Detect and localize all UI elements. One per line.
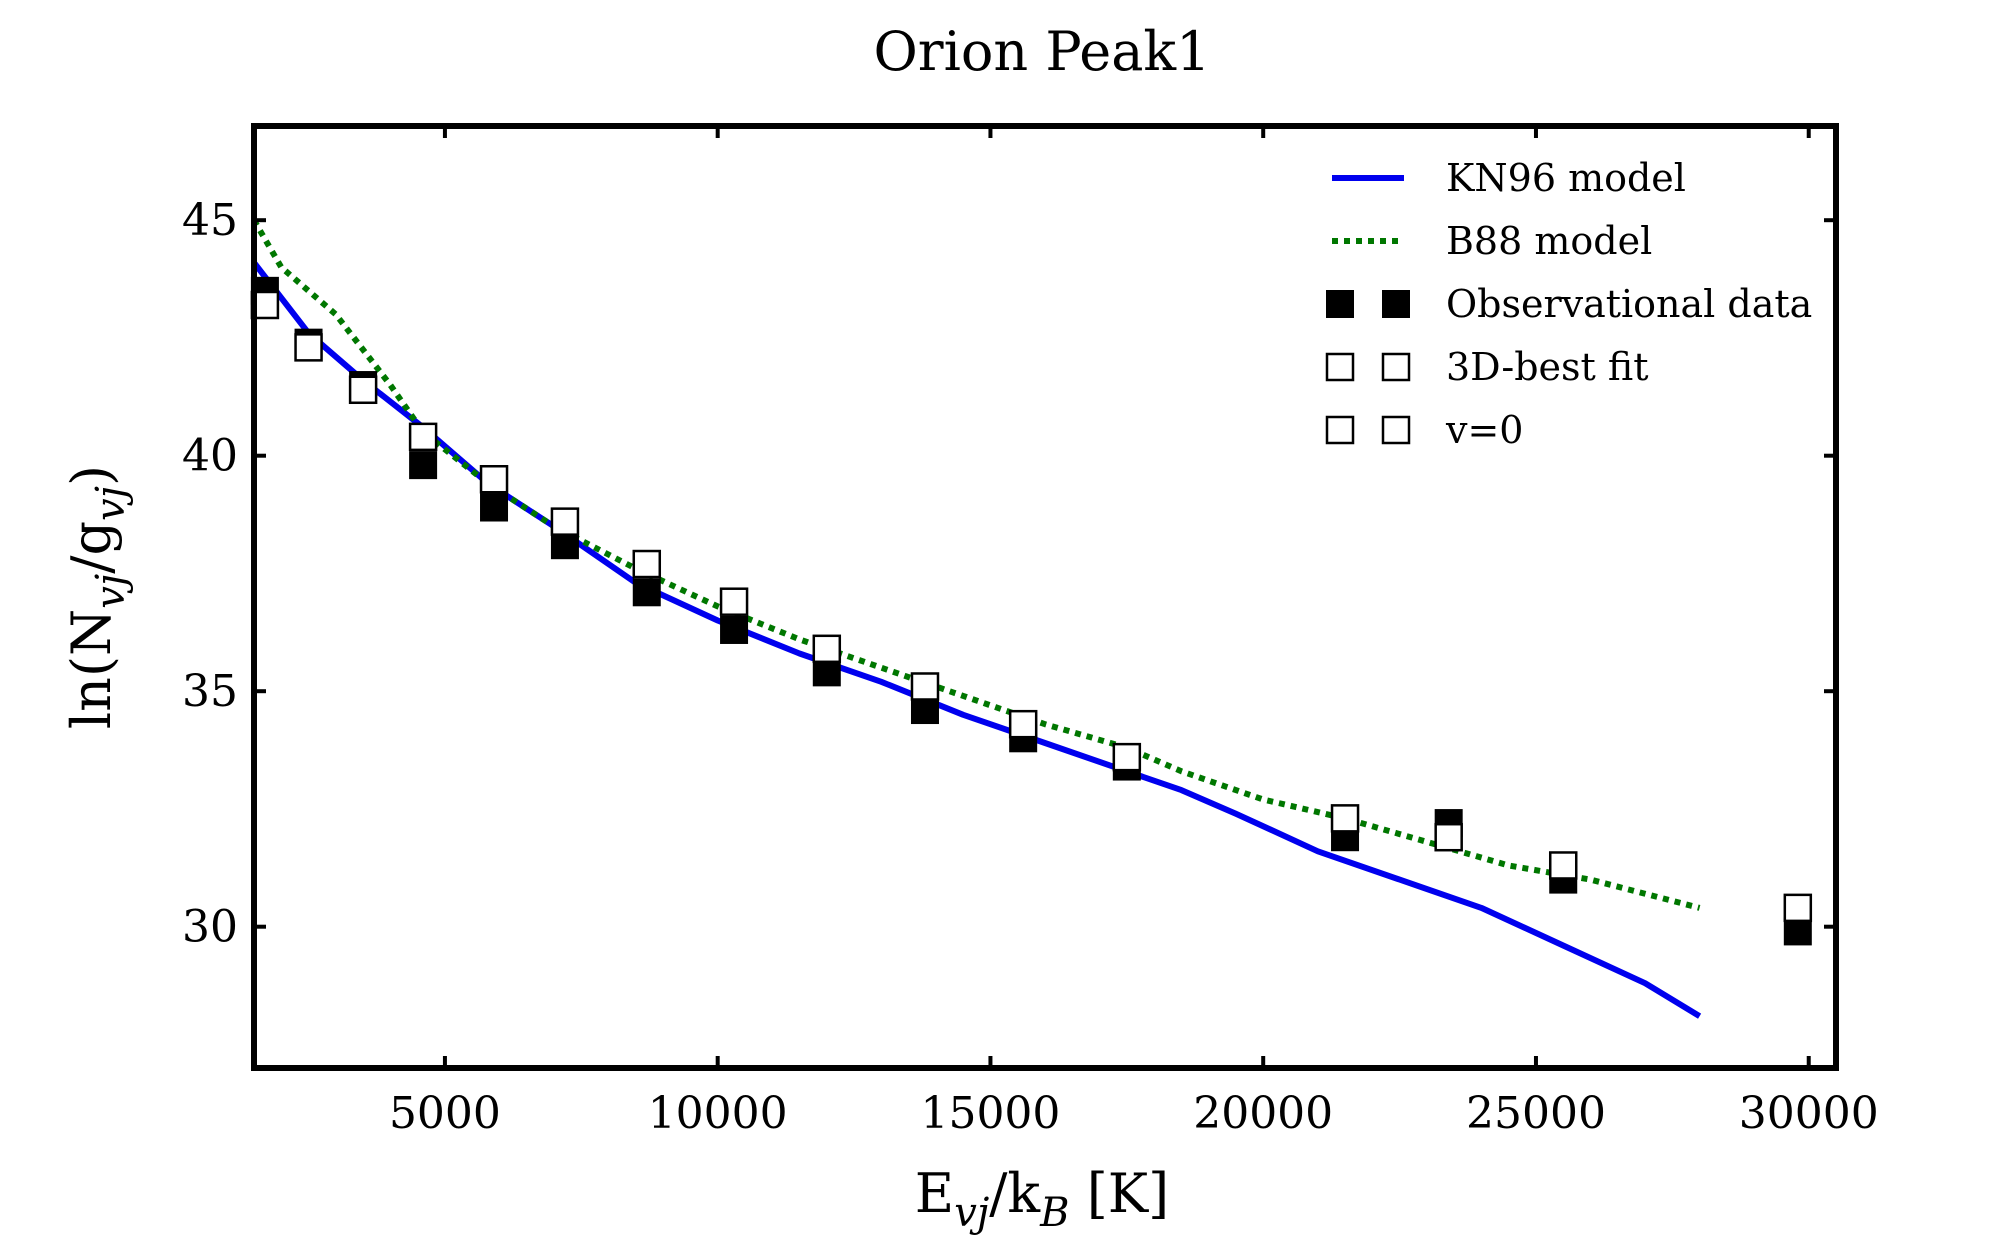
legend-marker-swatch (1325, 352, 1355, 382)
observational-data-point (1783, 917, 1812, 946)
fit-data-point (910, 672, 940, 701)
y-tick-label: 45 (182, 195, 238, 246)
observational-data-point (1382, 290, 1410, 318)
kn96-model-line (254, 260, 1702, 1019)
legend-label: Observational data (1446, 282, 1812, 326)
observational-data-point (910, 696, 939, 725)
observational-data-point (1326, 290, 1354, 318)
x-tick-label: 10000 (648, 1088, 788, 1139)
observational-data-point (480, 493, 509, 522)
x-axis: 5000 10000 15000 20000 25000 30000 (389, 126, 1879, 1139)
fit-data-point (1783, 893, 1813, 923)
observational-data-point (632, 578, 661, 607)
legend-label: 3D-best fit (1446, 345, 1648, 389)
observational-data-point (409, 451, 438, 480)
fit-data-point (348, 375, 378, 405)
legend-label: B88 model (1446, 219, 1652, 263)
fit-data-point (1548, 851, 1578, 880)
x-tick-label: 20000 (1193, 1088, 1333, 1139)
legend-label: v=0 (1445, 408, 1523, 452)
fit-data-point (812, 634, 842, 664)
legend-marker-swatch (1381, 352, 1411, 382)
fit-data-point (1434, 822, 1463, 852)
legend-marker-swatch (1325, 415, 1355, 445)
legend-label: KN96 model (1446, 156, 1686, 200)
legend-item: Observational data (1326, 282, 1812, 326)
y-axis-label: ln(Nvj/gvj) (60, 465, 134, 729)
legend-marker-swatch (1381, 415, 1411, 445)
fit-data-point (294, 333, 323, 362)
fit-data-point (1008, 709, 1038, 739)
legend-item: KN96 model (1332, 156, 1686, 200)
fit-data-point (479, 465, 509, 494)
legend-item: B88 model (1332, 219, 1652, 263)
x-tick-label: 5000 (389, 1088, 501, 1139)
y-tick-label: 40 (182, 431, 238, 482)
y-axis: 30 35 40 45 (182, 195, 1836, 953)
fit-data-point (1112, 742, 1142, 772)
chart-title: Orion Peak1 (874, 20, 1211, 83)
x-axis-label: Evj/kB [K] (915, 1162, 1169, 1236)
legend-item: v=0 (1325, 408, 1523, 452)
b88-model-line (254, 218, 1701, 911)
x-tick-label: 30000 (1739, 1088, 1879, 1139)
fit-data-point (719, 587, 749, 616)
fit-data-point (1330, 804, 1360, 833)
y-tick-label: 35 (182, 666, 238, 717)
fit-data-point (408, 422, 438, 452)
legend-item: 3D-best fit (1325, 345, 1648, 389)
plot-frame (251, 123, 1839, 1071)
observational-data-point (812, 658, 841, 687)
y-tick-label: 30 (182, 902, 238, 953)
legend: KN96 model B88 model Observational data 3D-… (1325, 156, 1812, 452)
fit-data-point (632, 549, 662, 579)
observational-data-point (550, 531, 579, 560)
observational-data-point (720, 615, 749, 644)
series-markers (250, 276, 1813, 946)
fit-data-point (550, 507, 580, 536)
x-tick-label: 25000 (1466, 1088, 1606, 1139)
x-tick-label: 15000 (920, 1088, 1060, 1139)
series-lines (254, 218, 1702, 1019)
